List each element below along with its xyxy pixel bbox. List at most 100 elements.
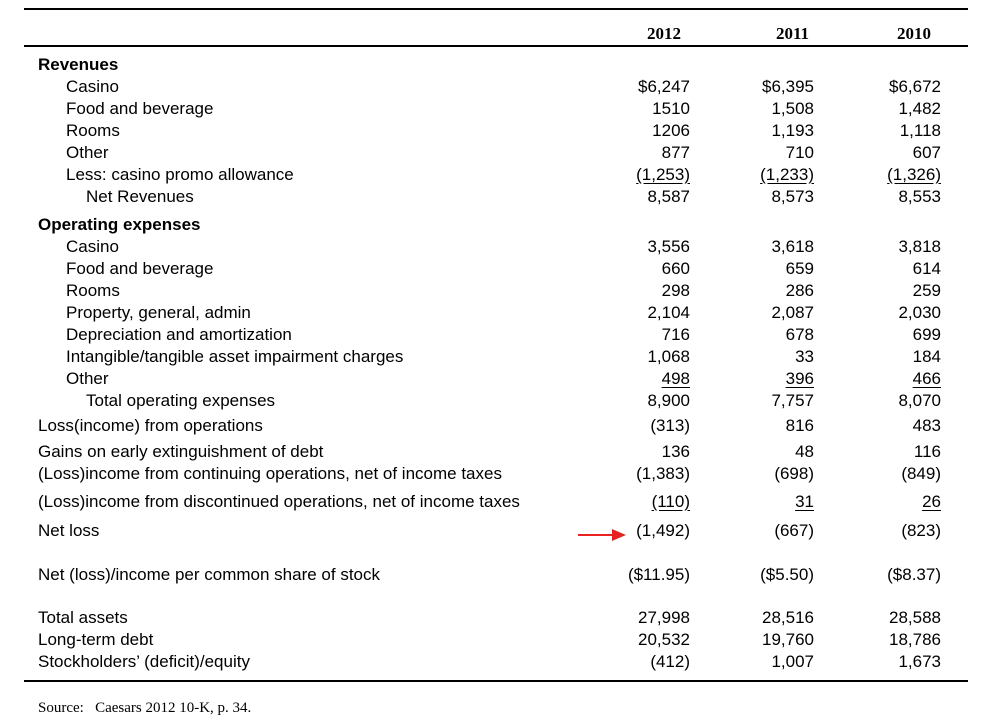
cell-2011: 31 bbox=[795, 492, 814, 511]
row-label: Revenues bbox=[38, 55, 119, 74]
row-label: Long-term debt bbox=[38, 630, 154, 649]
cell-2010: (849) bbox=[901, 464, 941, 483]
header-rule bbox=[24, 45, 968, 47]
table-row: Net (loss)/income per common share of st… bbox=[0, 565, 992, 587]
cell-2011: 1,193 bbox=[771, 121, 814, 140]
cell-2011: 19,760 bbox=[762, 630, 814, 649]
cell-2011: (667) bbox=[774, 521, 814, 540]
table-row: Property, general, admin 2,104 2,087 2,030 bbox=[0, 303, 992, 325]
cell-2012: 1510 bbox=[652, 99, 690, 118]
table-row: Net loss (1,492) (667) (823) bbox=[0, 521, 992, 543]
row-label: Rooms bbox=[66, 121, 120, 140]
cell-2010: 466 bbox=[912, 369, 941, 388]
cell-2010: 1,673 bbox=[898, 652, 941, 671]
row-label: Gains on early extinguishment of debt bbox=[38, 442, 324, 461]
cell-2012: 298 bbox=[661, 281, 690, 300]
cell-2012: 877 bbox=[661, 143, 690, 162]
cell-2011: 710 bbox=[785, 143, 814, 162]
row-label: Net loss bbox=[38, 521, 100, 540]
table-row: Loss(income) from operations (313) 816 483 bbox=[0, 416, 992, 438]
cell-2011: 396 bbox=[785, 369, 814, 388]
row-label: Total assets bbox=[38, 608, 128, 627]
cell-2011: 1,007 bbox=[771, 652, 814, 671]
row-label: (Loss)income from discontinued operation… bbox=[38, 492, 520, 511]
row-label: (Loss)income from continuing operations,… bbox=[38, 464, 502, 483]
cell-2012: 3,556 bbox=[647, 237, 690, 256]
header-2011: 2011 bbox=[775, 24, 809, 43]
net-loss-arrow-icon bbox=[578, 529, 626, 541]
cell-2012: 2,104 bbox=[647, 303, 690, 322]
row-label: Casino bbox=[66, 237, 119, 256]
cell-2012: 498 bbox=[661, 369, 690, 388]
cell-2012: 20,532 bbox=[638, 630, 690, 649]
row-label: Net (loss)/income per common share of st… bbox=[38, 565, 381, 584]
cell-2011: 286 bbox=[785, 281, 814, 300]
cell-2012: 8,587 bbox=[647, 187, 690, 206]
top-rule bbox=[24, 8, 968, 10]
cell-2010: ($8.37) bbox=[887, 565, 941, 584]
cell-2011: 816 bbox=[785, 416, 814, 435]
cell-2012: (1,383) bbox=[636, 464, 690, 483]
cell-2010: 116 bbox=[913, 442, 941, 461]
row-label: Depreciation and amortization bbox=[66, 325, 292, 344]
table-row: Rooms 298 286 259 bbox=[0, 281, 992, 303]
row-label: Casino bbox=[66, 77, 119, 96]
row-label: Total operating expenses bbox=[86, 391, 276, 410]
row-label: Net Revenues bbox=[86, 187, 194, 206]
cell-2012: 8,900 bbox=[647, 391, 690, 410]
table-row: (Loss)income from continuing operations,… bbox=[0, 464, 992, 486]
row-label: Less: casino promo allowance bbox=[66, 165, 294, 184]
cell-2011: 659 bbox=[785, 259, 814, 278]
table-row: Intangible/tangible asset impairment cha… bbox=[0, 347, 992, 369]
table-row: Food and beverage 660 659 614 bbox=[0, 259, 992, 281]
cell-2012: $6,247 bbox=[638, 77, 690, 96]
cell-2010: 699 bbox=[912, 325, 941, 344]
cell-2012: (1,253) bbox=[636, 165, 690, 184]
cell-2010: (1,326) bbox=[887, 165, 941, 184]
cell-2010: 18,786 bbox=[889, 630, 941, 649]
cell-2010: 483 bbox=[912, 416, 941, 435]
cell-2011: 2,087 bbox=[771, 303, 814, 322]
cell-2010: 184 bbox=[912, 347, 941, 366]
row-label: Other bbox=[66, 143, 109, 162]
cell-2010: 1,482 bbox=[898, 99, 941, 118]
cell-2010: 8,070 bbox=[898, 391, 941, 410]
row-label: Property, general, admin bbox=[66, 303, 251, 322]
table-row: Net Revenues 8,587 8,573 8,553 bbox=[0, 187, 992, 209]
cell-2012: 716 bbox=[661, 325, 690, 344]
table-row: (Loss)income from discontinued operation… bbox=[0, 492, 992, 514]
cell-2010: 259 bbox=[912, 281, 941, 300]
table-row: Rooms 1206 1,193 1,118 bbox=[0, 121, 992, 143]
cell-2011: 3,618 bbox=[771, 237, 814, 256]
row-label: Rooms bbox=[66, 281, 120, 300]
table-row: Food and beverage 1510 1,508 1,482 bbox=[0, 99, 992, 121]
row-label: Other bbox=[66, 369, 109, 388]
table-row: Casino $6,247 $6,395 $6,672 bbox=[0, 77, 992, 99]
cell-2012: 27,998 bbox=[638, 608, 690, 627]
cell-2010: 614 bbox=[912, 259, 941, 278]
header-2010: 2010 bbox=[897, 24, 931, 43]
cell-2010: 2,030 bbox=[898, 303, 941, 322]
bottom-rule bbox=[24, 680, 968, 682]
table-row: Operating expenses bbox=[0, 215, 992, 237]
row-label: Food and beverage bbox=[66, 99, 214, 118]
row-label: Food and beverage bbox=[66, 259, 214, 278]
row-label: Loss(income) from operations bbox=[38, 416, 263, 435]
header-2012: 2012 bbox=[647, 24, 681, 43]
table-row: Long-term debt 20,532 19,760 18,786 bbox=[0, 630, 992, 652]
source-note: Source: Caesars 2012 10-K, p. 34. bbox=[38, 700, 252, 716]
cell-2010: (823) bbox=[901, 521, 941, 540]
cell-2010: 26 bbox=[922, 492, 941, 511]
cell-2010: 3,818 bbox=[898, 237, 941, 256]
cell-2012: (1,492) bbox=[636, 521, 690, 540]
cell-2010: $6,672 bbox=[889, 77, 941, 96]
table-row: Revenues bbox=[0, 55, 992, 77]
table-row: Other 877 710 607 bbox=[0, 143, 992, 165]
cell-2010: 8,553 bbox=[898, 187, 941, 206]
cell-2011: 28,516 bbox=[762, 608, 814, 627]
table-row: Less: casino promo allowance (1,253) (1,23… bbox=[0, 165, 992, 187]
cell-2012: 1,068 bbox=[647, 347, 690, 366]
cell-2012: (313) bbox=[650, 416, 690, 435]
table-row: Casino 3,556 3,618 3,818 bbox=[0, 237, 992, 259]
table-row: Depreciation and amortization 716 678 699 bbox=[0, 325, 992, 347]
